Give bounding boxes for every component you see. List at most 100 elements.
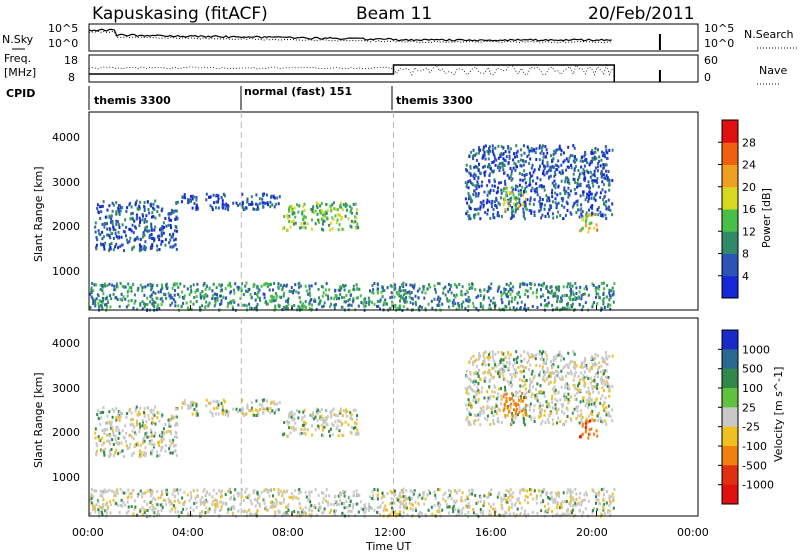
velocity-cell: [101, 502, 104, 506]
power-cell: [103, 244, 106, 248]
velocity-cell: [291, 414, 294, 417]
velocity-cell: [424, 497, 427, 501]
power-cell: [253, 307, 256, 310]
velocity-cell: [174, 449, 177, 453]
velocity-cell: [576, 405, 579, 409]
power-cell: [152, 215, 155, 218]
power-cell: [584, 301, 587, 305]
velocity-cell: [218, 489, 221, 493]
power-cell: [573, 168, 576, 172]
power-cell: [423, 296, 426, 300]
velocity-cell: [486, 390, 489, 394]
velocity-cell: [563, 512, 566, 516]
power-cell: [154, 292, 157, 295]
velocity-cell: [255, 511, 258, 515]
velocity-cell: [203, 502, 206, 506]
power-cell: [522, 207, 525, 211]
power-cell: [341, 216, 344, 220]
power-cell: [533, 168, 536, 172]
velocity-cell: [548, 413, 551, 417]
power-cell: [520, 189, 522, 193]
station-title: Kapuskasing (fitACF): [92, 4, 268, 24]
velocity-cell: [570, 493, 572, 497]
velocity-cell: [162, 427, 165, 431]
power-cell: [347, 299, 350, 303]
power-cell: [347, 303, 350, 307]
velocity-cell: [162, 437, 165, 441]
power-cell: [259, 298, 261, 302]
velocity-cell: [606, 357, 609, 361]
velocity-cell: [153, 507, 156, 511]
power-cell: [461, 285, 464, 289]
power-cell: [360, 301, 363, 305]
velocity-cell: [303, 431, 305, 435]
velocity-cell: [505, 488, 508, 492]
power-cell: [502, 202, 505, 206]
power-cell: [112, 292, 115, 296]
power-cell: [549, 165, 552, 169]
power-cell: [504, 159, 507, 163]
velocity-cell: [579, 491, 582, 495]
velocity-cell: [472, 380, 475, 384]
velocity-cell: [354, 421, 356, 425]
power-cell: [509, 306, 512, 310]
power-cell: [511, 296, 514, 300]
velocity-cell: [467, 510, 470, 514]
power-cell: [190, 288, 193, 292]
velocity-cell: [552, 498, 555, 502]
power-cell: [354, 220, 357, 224]
velocity-cell: [486, 404, 489, 408]
power-cell: [161, 207, 164, 211]
power-cell: [244, 207, 246, 211]
velocity-cell: [541, 408, 543, 412]
velocity-cell: [588, 428, 591, 432]
power-cell: [323, 219, 326, 223]
power-cell: [220, 301, 223, 305]
power-cell: [558, 285, 561, 289]
velocity-cell: [152, 496, 155, 500]
power-cell: [583, 154, 586, 158]
velocity-cell: [248, 409, 251, 412]
velocity-cell: [545, 493, 548, 496]
velocity-cell: [515, 513, 518, 517]
velocity-cell: [334, 420, 337, 424]
velocity-cell: [561, 405, 564, 409]
power-cell: [203, 296, 206, 300]
velocity-cell: [597, 367, 600, 371]
velocity-cell: [329, 427, 332, 431]
power-cell: [523, 151, 526, 155]
velocity-cell: [569, 360, 572, 364]
power-cell: [567, 186, 570, 190]
power-cell: [348, 303, 351, 307]
power-cell: [543, 188, 546, 192]
power-cell: [495, 191, 498, 195]
power-cell: [561, 204, 563, 208]
power-cell: [490, 205, 493, 209]
power-cell: [89, 306, 92, 309]
velocity-cell: [96, 444, 99, 448]
power-cell: [269, 205, 272, 209]
power-cell: [578, 302, 581, 306]
velocity-cell: [539, 408, 542, 412]
power-cell: [329, 305, 332, 309]
power-cell: [542, 155, 545, 159]
power-cell: [452, 298, 455, 302]
power-cell: [303, 217, 306, 221]
power-cell: [260, 284, 263, 288]
velocity-cell: [509, 487, 512, 491]
velocity-cell: [308, 490, 311, 494]
velocity-cell: [492, 413, 495, 417]
velocity-cell: [115, 407, 118, 411]
velocity-cell: [111, 428, 114, 432]
power-cell: [225, 202, 228, 206]
velocity-cell: [522, 399, 524, 403]
power-cell: [173, 229, 176, 233]
velocity-cell: [480, 390, 483, 394]
power-cell: [318, 220, 320, 224]
power-cell: [554, 182, 557, 186]
velocity-cell: [535, 364, 538, 367]
velocity-cell: [242, 414, 245, 417]
velocity-cell: [227, 507, 230, 511]
power-cell: [462, 300, 465, 304]
power-cell: [461, 305, 463, 309]
